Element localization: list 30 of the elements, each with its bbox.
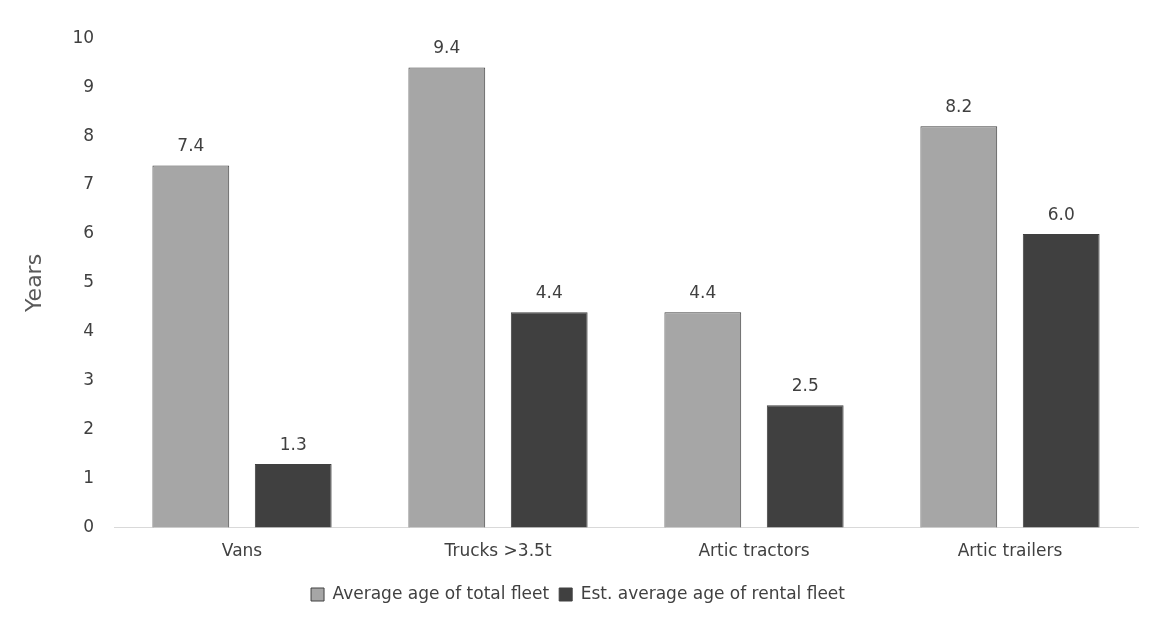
y-tick-label: 1 xyxy=(83,467,95,488)
data-label: 6.0 xyxy=(1047,203,1075,224)
bar xyxy=(254,463,332,528)
y-axis-title: Years xyxy=(20,253,46,313)
y-tick-label: 3 xyxy=(83,369,95,390)
y-tick-label: 0 xyxy=(83,516,95,537)
data-label: 9.4 xyxy=(433,37,461,58)
y-tick-label: 10 xyxy=(72,26,95,47)
legend-label: Est. average age of rental fleet xyxy=(580,582,846,603)
x-tick-label: Trucks >3.5t xyxy=(443,540,552,561)
x-tick-label: Vans xyxy=(221,540,263,561)
y-tick-label: 7 xyxy=(83,173,95,194)
data-label: 4.4 xyxy=(689,282,717,303)
y-tick-label: 5 xyxy=(83,271,95,292)
data-label: 4.4 xyxy=(535,282,563,303)
bar xyxy=(766,405,844,528)
data-label: 7.4 xyxy=(177,135,205,156)
y-tick-label: 2 xyxy=(83,418,95,439)
legend-label: Average age of total fleet xyxy=(332,582,550,603)
y-tick-label: 9 xyxy=(83,75,95,96)
bar xyxy=(1022,233,1100,528)
data-label: 1.3 xyxy=(279,433,307,454)
y-tick-label: 4 xyxy=(83,320,95,341)
y-tick-label: 8 xyxy=(83,124,95,145)
y-tick-label: 6 xyxy=(83,222,95,243)
data-label: 8.2 xyxy=(945,96,973,117)
data-label: 2.5 xyxy=(791,375,819,396)
bar xyxy=(510,312,588,528)
x-tick-label: Artic trailers xyxy=(957,540,1063,561)
x-tick-label: Artic tractors xyxy=(698,540,810,561)
